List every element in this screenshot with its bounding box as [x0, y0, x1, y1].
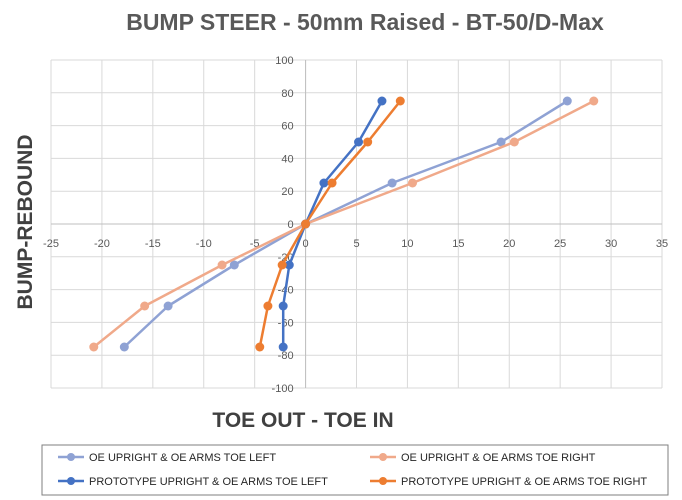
x-tick-label: 30: [605, 238, 617, 250]
y-tick-label: 60: [281, 121, 293, 133]
legend-swatch-marker: [67, 477, 75, 485]
y-tick-label: -100: [272, 383, 294, 395]
data-series: [89, 96, 599, 352]
data-point: [377, 96, 387, 106]
data-point: [140, 301, 150, 311]
x-tick-label: 35: [656, 238, 668, 250]
legend-entry: PROTOTYPE UPRIGHT & OE ARMS TOE RIGHT: [370, 476, 647, 488]
y-tick-label: 20: [281, 186, 293, 198]
legend-swatch-marker: [379, 477, 387, 485]
data-point: [263, 301, 273, 311]
data-point: [284, 260, 294, 270]
data-point: [562, 96, 572, 106]
data-point: [387, 178, 397, 188]
data-point: [496, 137, 506, 147]
data-point: [354, 137, 364, 147]
data-point: [278, 342, 288, 352]
legend-entries: OE UPRIGHT & OE ARMS TOE LEFT OE UPRIGHT …: [58, 452, 647, 488]
legend: [41, 444, 669, 496]
data-point: [327, 178, 337, 188]
y-tick-label: 0: [287, 219, 293, 231]
data-point: [255, 342, 265, 352]
y-tick-label: -60: [278, 317, 294, 329]
data-point: [163, 301, 173, 311]
x-tick-label: -10: [196, 238, 212, 250]
data-point: [408, 178, 418, 188]
x-tick-label: 25: [554, 238, 566, 250]
grid: [50, 59, 663, 389]
y-tick-label: 80: [281, 88, 293, 100]
x-tick-label: -25: [43, 238, 59, 250]
data-point: [589, 96, 599, 106]
data-point: [119, 342, 129, 352]
legend-entry: OE UPRIGHT & OE ARMS TOE RIGHT: [370, 452, 596, 464]
data-point: [509, 137, 519, 147]
legend-entry: PROTOTYPE UPRIGHT & OE ARMS TOE LEFT: [58, 476, 328, 488]
legend-swatch-marker: [379, 453, 387, 461]
data-point: [301, 219, 311, 229]
data-point: [278, 301, 288, 311]
x-tick-label: 15: [452, 238, 464, 250]
chart-title: BUMP STEER - 50mm Raised - BT-50/D-Max: [126, 9, 604, 35]
legend-label: OE UPRIGHT & OE ARMS TOE RIGHT: [401, 452, 596, 464]
legend-label: PROTOTYPE UPRIGHT & OE ARMS TOE RIGHT: [401, 476, 647, 488]
data-point: [395, 96, 405, 106]
data-point: [217, 260, 227, 270]
x-axis-title: TOE OUT - TOE IN: [212, 409, 393, 432]
data-point: [363, 137, 373, 147]
legend-label: PROTOTYPE UPRIGHT & OE ARMS TOE LEFT: [89, 476, 328, 488]
x-tick-label: 5: [353, 238, 359, 250]
x-tick-label: 10: [401, 238, 413, 250]
data-point: [277, 260, 287, 270]
tick-labels: -25 -20 -15 -10 -5 0 5 10 15 20 25 30 35 100 80 60 40 20 0…: [43, 55, 668, 395]
x-tick-label: -15: [145, 238, 161, 250]
legend-label: OE UPRIGHT & OE ARMS TOE LEFT: [89, 452, 276, 464]
x-tick-label: -5: [250, 238, 260, 250]
x-tick-label: 0: [303, 238, 309, 250]
data-point: [319, 178, 329, 188]
y-tick-label: 40: [281, 153, 293, 165]
legend-swatch-marker: [67, 453, 75, 461]
x-tick-label: -20: [94, 238, 110, 250]
y-axis-title: BUMP-REBOUND: [14, 135, 37, 310]
y-tick-label: -80: [278, 350, 294, 362]
x-tick-label: 20: [503, 238, 515, 250]
y-tick-label: 100: [275, 55, 293, 67]
series-4: [255, 96, 405, 352]
legend-entry: OE UPRIGHT & OE ARMS TOE LEFT: [58, 452, 276, 464]
data-point: [89, 342, 99, 352]
data-point: [229, 260, 239, 270]
